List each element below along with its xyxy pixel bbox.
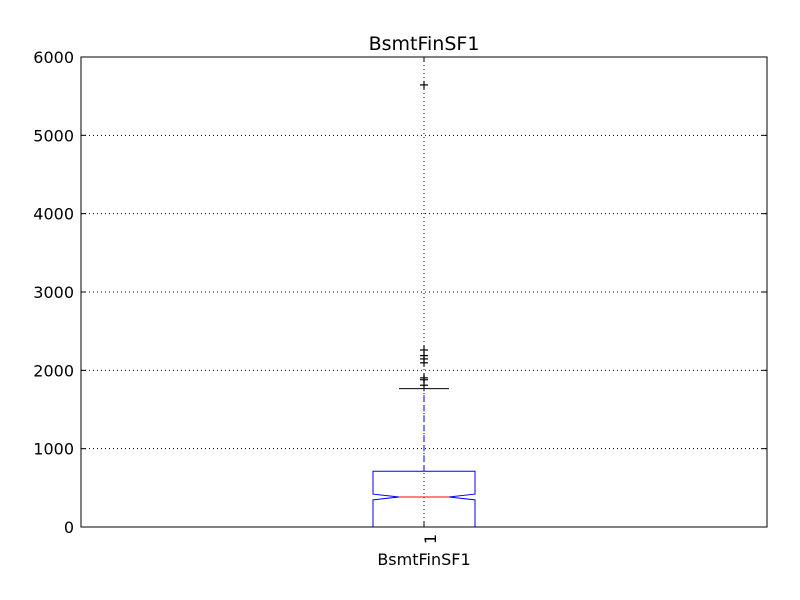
y-axis: 0 1000 2000 3000 4000 5000 6000 — [33, 48, 767, 537]
outlier-point — [420, 345, 428, 354]
chart-title: BsmtFinSF1 — [369, 33, 480, 55]
boxplot-layer — [372, 80, 476, 528]
outlier-point — [420, 373, 428, 382]
y-tick-label: 0 — [64, 518, 74, 537]
y-tick-label: 1000 — [33, 440, 74, 459]
y-tick-label: 2000 — [33, 361, 74, 380]
x-axis: 1 — [421, 57, 440, 544]
x-axis-label: BsmtFinSF1 — [377, 550, 470, 569]
y-tick-label: 5000 — [33, 126, 74, 145]
outlier-point — [420, 80, 428, 89]
y-tick-label: 6000 — [33, 48, 74, 67]
box — [372, 470, 476, 528]
y-tick-label: 3000 — [33, 283, 74, 302]
x-tick-label: 1 — [421, 534, 440, 544]
y-tick-label: 4000 — [33, 205, 74, 224]
